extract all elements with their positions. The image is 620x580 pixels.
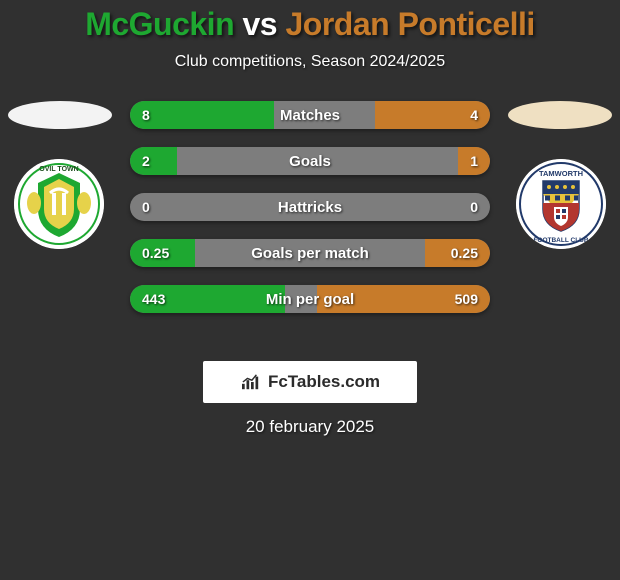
stat-label: Matches xyxy=(130,101,490,129)
svg-text:TAMWORTH: TAMWORTH xyxy=(539,169,583,178)
team-ellipse-left xyxy=(8,101,112,129)
svg-text:FOOTBALL CLUB: FOOTBALL CLUB xyxy=(533,237,588,244)
player2-name: Jordan Ponticelli xyxy=(285,6,534,42)
stat-label: Goals per match xyxy=(130,239,490,267)
stat-bars: 84Matches 21Goals 00Hattricks 0.250.25Goals… xyxy=(130,101,490,331)
stat-label: Hattricks xyxy=(130,193,490,221)
comparison-title: McGuckin vs Jordan Ponticelli xyxy=(0,0,620,43)
player1-name: McGuckin xyxy=(85,6,234,42)
crest-right-svg: TAMWORTH FOOTBALL CLUB xyxy=(516,159,606,249)
chart-icon xyxy=(240,373,262,391)
stat-row: 21Goals xyxy=(130,147,490,175)
team-crest-left: OVIL TOWN xyxy=(14,159,104,249)
svg-text:OVIL TOWN: OVIL TOWN xyxy=(39,166,78,173)
team-ellipse-right xyxy=(508,101,612,129)
date-text: 20 february 2025 xyxy=(0,417,620,437)
team-crest-right: TAMWORTH FOOTBALL CLUB xyxy=(516,159,606,249)
watermark-text: FcTables.com xyxy=(268,372,380,392)
stat-label: Min per goal xyxy=(130,285,490,313)
vs-text: vs xyxy=(234,6,285,42)
watermark: FcTables.com xyxy=(203,361,417,403)
stat-row: 0.250.25Goals per match xyxy=(130,239,490,267)
stat-row: 443509Min per goal xyxy=(130,285,490,313)
stat-row: 00Hattricks xyxy=(130,193,490,221)
stat-row: 84Matches xyxy=(130,101,490,129)
comparison-content: OVIL TOWN TAMWORTH FOOTBALL CLUB 84Match… xyxy=(0,101,620,351)
crest-left-svg: OVIL TOWN xyxy=(14,159,104,249)
subtitle: Club competitions, Season 2024/2025 xyxy=(0,53,620,71)
stat-label: Goals xyxy=(130,147,490,175)
